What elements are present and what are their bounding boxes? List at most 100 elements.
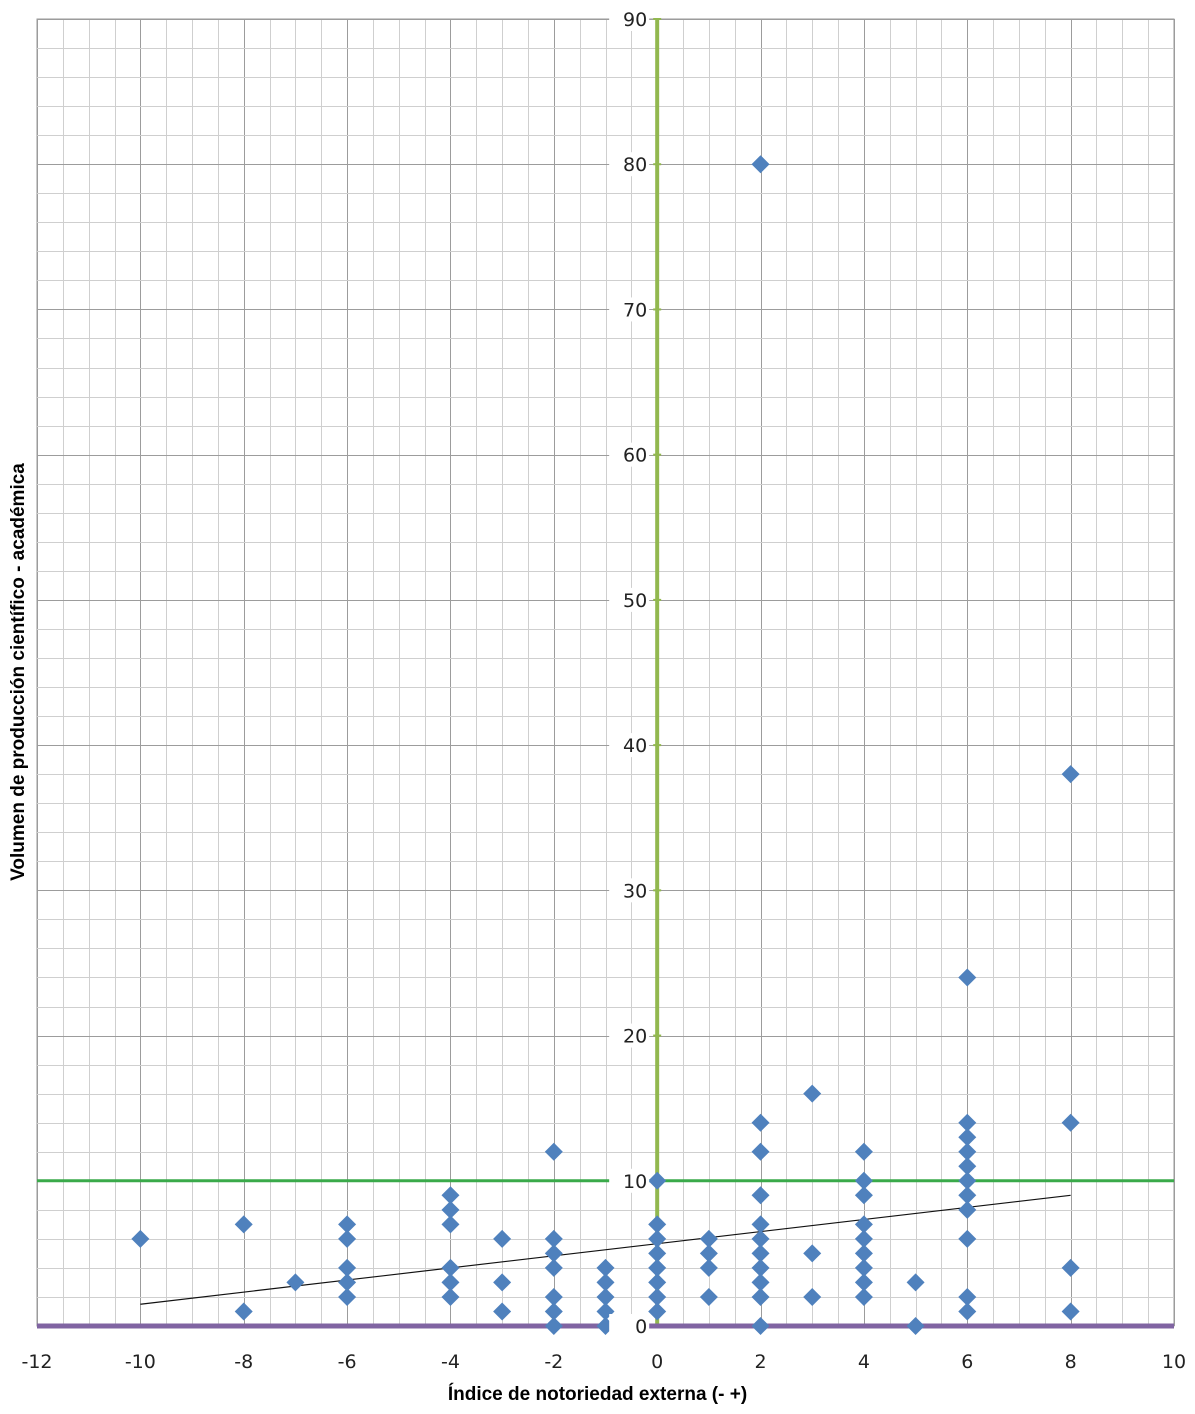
data-point (648, 1302, 667, 1321)
data-point (803, 1084, 822, 1103)
data-point (854, 1142, 873, 1161)
data-point (234, 1302, 253, 1321)
x-tick-label: 4 (858, 1351, 870, 1373)
data-point (338, 1215, 357, 1234)
data-point (441, 1258, 460, 1277)
y-tick-label-bg (609, 1314, 650, 1338)
data-point (493, 1229, 512, 1248)
y-tick-label: 90 (623, 9, 647, 31)
data-point (441, 1186, 460, 1205)
data-point (596, 1273, 615, 1292)
data-point (493, 1302, 512, 1321)
data-point (854, 1171, 873, 1190)
grid-lines (36, 18, 1175, 1327)
x-axis-title: Índice de notoriedad externa (- +) (447, 1384, 748, 1405)
plot-area (36, 18, 1175, 1327)
data-point (699, 1258, 718, 1277)
y-tick-label-bg (609, 733, 650, 758)
x-tick-label: -2 (544, 1351, 563, 1373)
y-tick-label-bg (609, 1168, 650, 1193)
x-tick-label: 6 (961, 1351, 973, 1373)
data-point (544, 1229, 563, 1248)
data-point (648, 1258, 667, 1277)
data-point (958, 1113, 977, 1132)
data-point (906, 1273, 925, 1292)
data-point (751, 1215, 770, 1234)
y-tick-label-bg (609, 442, 650, 467)
data-point (1061, 765, 1080, 784)
data-point (338, 1258, 357, 1277)
y-tick-label: 80 (623, 154, 647, 176)
data-point (1061, 1302, 1080, 1321)
data-point (854, 1258, 873, 1277)
data-point (958, 1302, 977, 1321)
data-point (854, 1215, 873, 1234)
data-point (958, 1142, 977, 1161)
data-point (1061, 1258, 1080, 1277)
data-point (648, 1229, 667, 1248)
data-point (751, 1113, 770, 1132)
data-point (751, 1258, 770, 1277)
data-point (596, 1287, 615, 1306)
y-tick-labels: 0 10 20 30 40 50 60 70 80 90 (609, 7, 650, 1338)
y-tick-label: 30 (623, 880, 647, 902)
x-tick-label: -6 (338, 1351, 357, 1373)
data-point (648, 1244, 667, 1263)
y-tick-label: 10 (623, 1171, 647, 1193)
y-tick-label: 70 (623, 299, 647, 321)
data-point (803, 1287, 822, 1306)
data-point (958, 1229, 977, 1248)
y-tick-label-bg (609, 878, 650, 903)
x-tick-label: 8 (1065, 1351, 1077, 1373)
data-point (648, 1287, 667, 1306)
data-point (544, 1302, 563, 1321)
y-tick-label-bg (609, 152, 650, 177)
data-point (338, 1273, 357, 1292)
data-point (958, 968, 977, 987)
data-points (131, 155, 1080, 1335)
data-point (648, 1171, 667, 1190)
y-axis-title: Volumen de producción científico - acadé… (8, 463, 29, 881)
data-point (441, 1200, 460, 1219)
x-tick-label: 2 (754, 1351, 766, 1373)
y-tick-label-bg (609, 297, 650, 322)
data-point (751, 155, 770, 174)
data-point (854, 1287, 873, 1306)
data-point (544, 1287, 563, 1306)
data-point (338, 1287, 357, 1306)
data-point (441, 1273, 460, 1292)
x-tick-label: -4 (441, 1351, 460, 1373)
y-tick-label: 40 (623, 735, 647, 757)
data-point (958, 1128, 977, 1147)
data-point (493, 1273, 512, 1292)
data-point (751, 1273, 770, 1292)
y-tick-label: 50 (623, 590, 647, 612)
data-point (1061, 1113, 1080, 1132)
x-tick-label: -8 (234, 1351, 253, 1373)
data-point (234, 1215, 253, 1234)
data-point (854, 1273, 873, 1292)
y-tick-label: 20 (623, 1026, 647, 1048)
data-point (854, 1186, 873, 1205)
data-point (544, 1142, 563, 1161)
data-point (441, 1287, 460, 1306)
data-point (751, 1317, 770, 1335)
y-tick-label: 60 (623, 445, 647, 467)
data-point (699, 1229, 718, 1248)
y-tick-label-bg (609, 7, 650, 31)
data-point (699, 1287, 718, 1306)
data-point (131, 1229, 150, 1248)
data-point (648, 1273, 667, 1292)
data-point (751, 1229, 770, 1248)
data-point (544, 1244, 563, 1263)
data-point (544, 1258, 563, 1277)
data-point (286, 1273, 305, 1292)
data-point (338, 1229, 357, 1248)
x-tick-label: 0 (651, 1351, 663, 1373)
data-point (958, 1186, 977, 1205)
data-point (958, 1200, 977, 1219)
data-point (803, 1244, 822, 1263)
y-tick-label-bg (609, 1023, 650, 1048)
data-point (958, 1287, 977, 1306)
